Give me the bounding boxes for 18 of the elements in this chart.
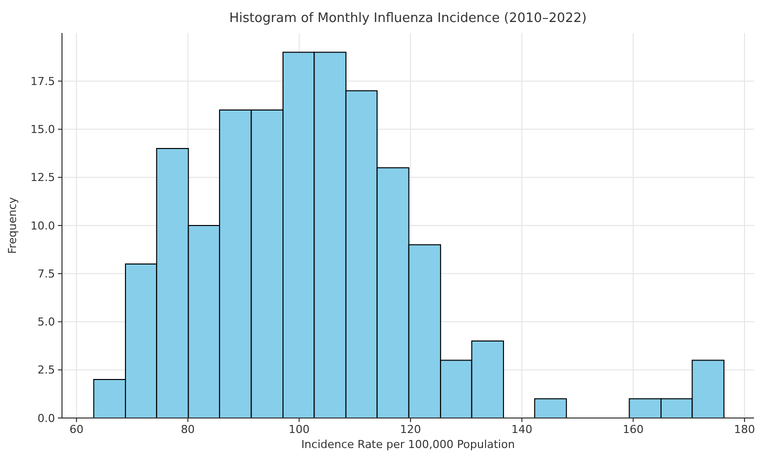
x-tick-label: 80: [180, 423, 195, 436]
x-tick-label: 140: [511, 423, 532, 436]
y-tick-label: 7.5: [38, 267, 55, 280]
x-tick-label: 160: [622, 423, 644, 436]
y-tick-label: 5.0: [38, 316, 55, 329]
x-tick-label: 180: [734, 423, 756, 436]
y-axis-title: Frequency: [6, 196, 19, 254]
y-tick-label: 17.5: [30, 74, 55, 88]
x-axis-title: Incidence Rate per 100,000 Population: [301, 438, 515, 451]
x-tick-label: 120: [400, 423, 422, 436]
y-tick-label: 15.0: [30, 123, 55, 136]
y-tick-label: 12.5: [30, 171, 55, 184]
y-tick-label: 2.5: [38, 364, 55, 377]
chart-title: Histogram of Monthly Influenza Incidence (2010–2022): [229, 11, 587, 26]
y-tick-label: 10.0: [30, 219, 55, 232]
x-tick-label: 60: [69, 423, 84, 436]
y-tick-label: 0.0: [38, 412, 55, 425]
x-tick-label: 100: [288, 423, 310, 436]
